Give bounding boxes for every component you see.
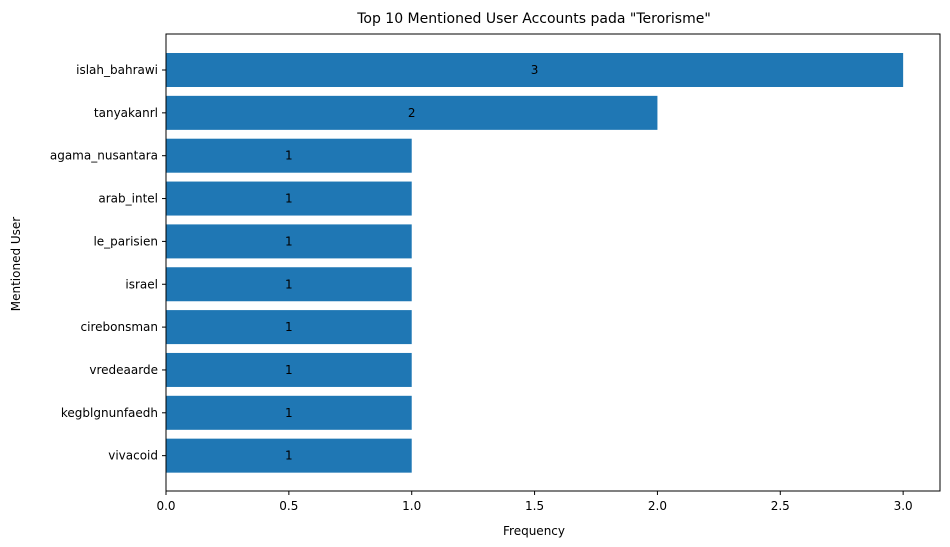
bar-tanyakanrl	[166, 95, 658, 130]
bar-cirebonsman	[166, 310, 412, 345]
bar-value-label: 1	[285, 320, 293, 334]
bar-value-label: 1	[285, 277, 293, 291]
bar-value-label: 1	[285, 234, 293, 248]
bar-value-label: 1	[285, 363, 293, 377]
plot-frame	[165, 33, 941, 492]
x-tick-label: 1.0	[402, 499, 421, 513]
y-axis-label: Mentioned User	[9, 217, 23, 312]
bar-agama_nusantara	[166, 138, 412, 173]
bar-vredeaarde	[166, 352, 412, 387]
y-tick-label: arab_intel	[98, 192, 158, 206]
bar-value-label: 1	[285, 406, 293, 420]
chart-title: Top 10 Mentioned User Accounts pada "Ter…	[356, 11, 711, 27]
y-tick-label: vivacoid	[108, 449, 158, 463]
bar-value-label: 1	[285, 149, 293, 163]
bar-value-label: 2	[408, 106, 416, 120]
x-axis-label: Frequency	[503, 524, 565, 538]
bar-value-label: 1	[285, 449, 293, 463]
y-tick-label: kegblgnunfaedh	[61, 406, 158, 420]
x-tick-label: 2.0	[648, 499, 667, 513]
x-axis-ticks: 0.0 0.5 1.0 1.5 2.0 2.5 3.0	[156, 491, 913, 513]
x-tick-label: 0.0	[156, 499, 175, 513]
y-tick-label: le_parisien	[93, 234, 158, 248]
x-tick-label: 0.5	[279, 499, 298, 513]
y-tick-label: islah_bahrawi	[76, 63, 158, 77]
y-tick-label: cirebonsman	[81, 320, 158, 334]
bar-islah_bahrawi	[166, 53, 904, 87]
bar-arab_intel	[166, 181, 412, 216]
x-tick-label: 3.0	[894, 499, 913, 513]
bar-value-label: 1	[285, 192, 293, 206]
y-tick-label: israel	[125, 277, 158, 291]
bar-labels-group: 3 2 1 1 1 1 1 1 1 1	[285, 63, 538, 463]
y-tick-label: vredeaarde	[89, 363, 158, 377]
bar-israel	[166, 267, 412, 302]
bar-kegblgnunfaedh	[166, 395, 412, 430]
y-axis-ticks: islah_bahrawi tanyakanrl agama_nusantaraar…	[50, 63, 166, 463]
bars-group	[166, 53, 904, 473]
bar-value-label: 3	[531, 63, 539, 77]
bar-le_parisien	[166, 224, 412, 259]
y-tick-label: tanyakanrl	[94, 106, 158, 120]
x-tick-label: 2.5	[771, 499, 790, 513]
y-tick-label: agama_nusantara	[50, 149, 158, 163]
x-tick-label: 1.5	[525, 499, 544, 513]
bar-vivacoid	[166, 438, 412, 473]
